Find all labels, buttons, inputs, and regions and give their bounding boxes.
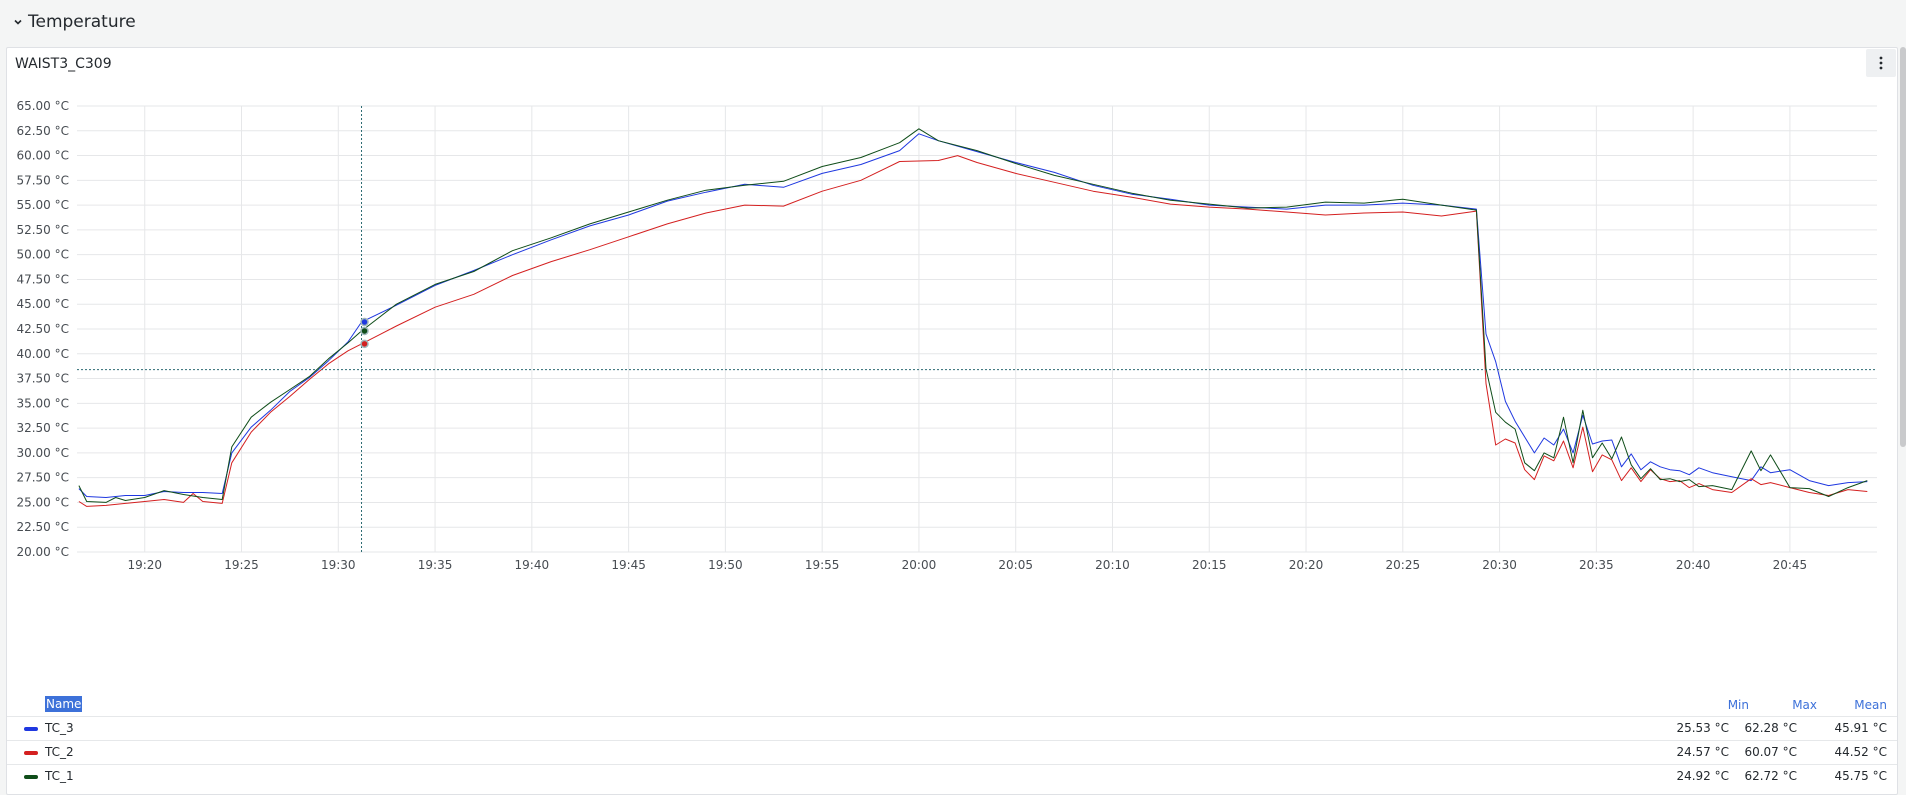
row-header[interactable]: Temperature xyxy=(0,0,1906,44)
series-lines xyxy=(78,128,1868,507)
more-vertical-icon xyxy=(1879,56,1883,70)
y-tick-label: 20.00 °C xyxy=(16,545,69,559)
series-line-tc2 xyxy=(78,155,1868,507)
x-tick-label: 19:40 xyxy=(515,558,550,572)
y-tick-label: 27.50 °C xyxy=(16,471,69,485)
x-tick-label: 19:20 xyxy=(127,558,162,572)
legend-mean-value: 45.91 °C xyxy=(1834,721,1887,735)
x-tick-label: 19:45 xyxy=(611,558,646,572)
y-tick-label: 62.50 °C xyxy=(16,124,69,138)
y-tick-label: 45.00 °C xyxy=(16,297,69,311)
y-tick-label: 30.00 °C xyxy=(16,446,69,460)
y-tick-label: 57.50 °C xyxy=(16,173,69,187)
x-tick-label: 20:45 xyxy=(1773,558,1808,572)
legend-swatch xyxy=(24,751,38,755)
panel-menu-button[interactable] xyxy=(1866,49,1896,77)
y-tick-label: 32.50 °C xyxy=(16,421,69,435)
x-tick-label: 20:25 xyxy=(1386,558,1421,572)
legend-row-tc1[interactable]: TC_1 24.92 °C 62.72 °C 45.75 °C xyxy=(7,764,1897,788)
legend-max-value: 62.72 °C xyxy=(1744,769,1797,783)
x-tick-label: 20:20 xyxy=(1289,558,1324,572)
hover-point-tc3 xyxy=(360,317,369,327)
x-tick-label: 20:05 xyxy=(998,558,1033,572)
legend-min-header[interactable]: Min xyxy=(1727,698,1749,712)
y-tick-label: 35.00 °C xyxy=(16,396,69,410)
series-line-tc3 xyxy=(78,133,1868,498)
legend-max-header[interactable]: Max xyxy=(1792,698,1817,712)
legend-swatch xyxy=(24,775,38,779)
legend-row-tc3[interactable]: TC_3 25.53 °C 62.28 °C 45.91 °C xyxy=(7,716,1897,740)
x-tick-label: 20:30 xyxy=(1482,558,1517,572)
panel-title[interactable]: WAIST3_C309 xyxy=(15,56,112,72)
legend-series-name: TC_2 xyxy=(45,745,74,759)
legend-max-value: 62.28 °C xyxy=(1744,721,1797,735)
hover-point-tc2 xyxy=(360,339,369,349)
y-tick-label: 65.00 °C xyxy=(16,99,69,113)
x-tick-label: 20:00 xyxy=(902,558,937,572)
y-tick-label: 37.50 °C xyxy=(16,372,69,386)
y-tick-label: 50.00 °C xyxy=(16,248,69,262)
crosshair xyxy=(77,106,1877,552)
timeseries-panel: WAIST3_C309 20.00 °C 22.50 °C 25.00 °C 27.5… xyxy=(6,47,1898,795)
y-tick-label: 40.00 °C xyxy=(16,347,69,361)
legend-max-value: 60.07 °C xyxy=(1744,745,1797,759)
x-tick-label: 19:35 xyxy=(418,558,453,572)
legend-name-header[interactable]: Name xyxy=(45,696,83,712)
y-tick-label: 55.00 °C xyxy=(16,198,69,212)
legend-series-name: TC_3 xyxy=(45,721,74,735)
y-tick-label: 52.50 °C xyxy=(16,223,69,237)
legend-row-tc2[interactable]: TC_2 24.57 °C 60.07 °C 44.52 °C xyxy=(7,740,1897,764)
legend-min-value: 25.53 °C xyxy=(1676,721,1729,735)
row-title: Temperature xyxy=(28,12,136,32)
x-tick-label: 19:50 xyxy=(708,558,743,572)
y-tick-label: 47.50 °C xyxy=(16,272,69,286)
x-tick-label: 20:35 xyxy=(1579,558,1614,572)
x-tick-label: 20:15 xyxy=(1192,558,1227,572)
x-tick-label: 19:55 xyxy=(805,558,840,572)
legend-series-name: TC_1 xyxy=(45,769,74,783)
y-tick-label: 22.50 °C xyxy=(16,520,69,534)
hover-point-tc1 xyxy=(360,326,369,336)
legend-min-value: 24.92 °C xyxy=(1676,769,1729,783)
legend-mean-value: 45.75 °C xyxy=(1834,769,1887,783)
temperature-chart[interactable]: 20.00 °C 22.50 °C 25.00 °C 27.50 °C 30.00 °C… xyxy=(7,48,1897,648)
x-tick-label: 19:30 xyxy=(321,558,356,572)
y-tick-label: 42.50 °C xyxy=(16,322,69,336)
x-axis: 19:20 19:25 19:30 19:35 19:40 19:45 19:50 19:55… xyxy=(127,558,1807,572)
legend-min-value: 24.57 °C xyxy=(1676,745,1729,759)
x-tick-label: 19:25 xyxy=(224,558,259,572)
y-axis: 20.00 °C 22.50 °C 25.00 °C 27.50 °C 30.00 °C… xyxy=(16,99,69,559)
legend-mean-header[interactable]: Mean xyxy=(1854,698,1887,712)
legend-mean-value: 44.52 °C xyxy=(1834,745,1887,759)
legend-swatch xyxy=(24,727,38,731)
x-tick-label: 20:10 xyxy=(1095,558,1130,572)
series-line-tc1 xyxy=(78,128,1868,503)
y-tick-label: 25.00 °C xyxy=(16,495,69,509)
chevron-down-icon[interactable] xyxy=(12,16,24,28)
chart-grid xyxy=(77,105,1877,553)
legend-header: Name Min Max Mean xyxy=(7,694,1897,716)
page-scrollbar[interactable] xyxy=(1900,47,1906,447)
x-tick-label: 20:40 xyxy=(1676,558,1711,572)
y-tick-label: 60.00 °C xyxy=(16,149,69,163)
